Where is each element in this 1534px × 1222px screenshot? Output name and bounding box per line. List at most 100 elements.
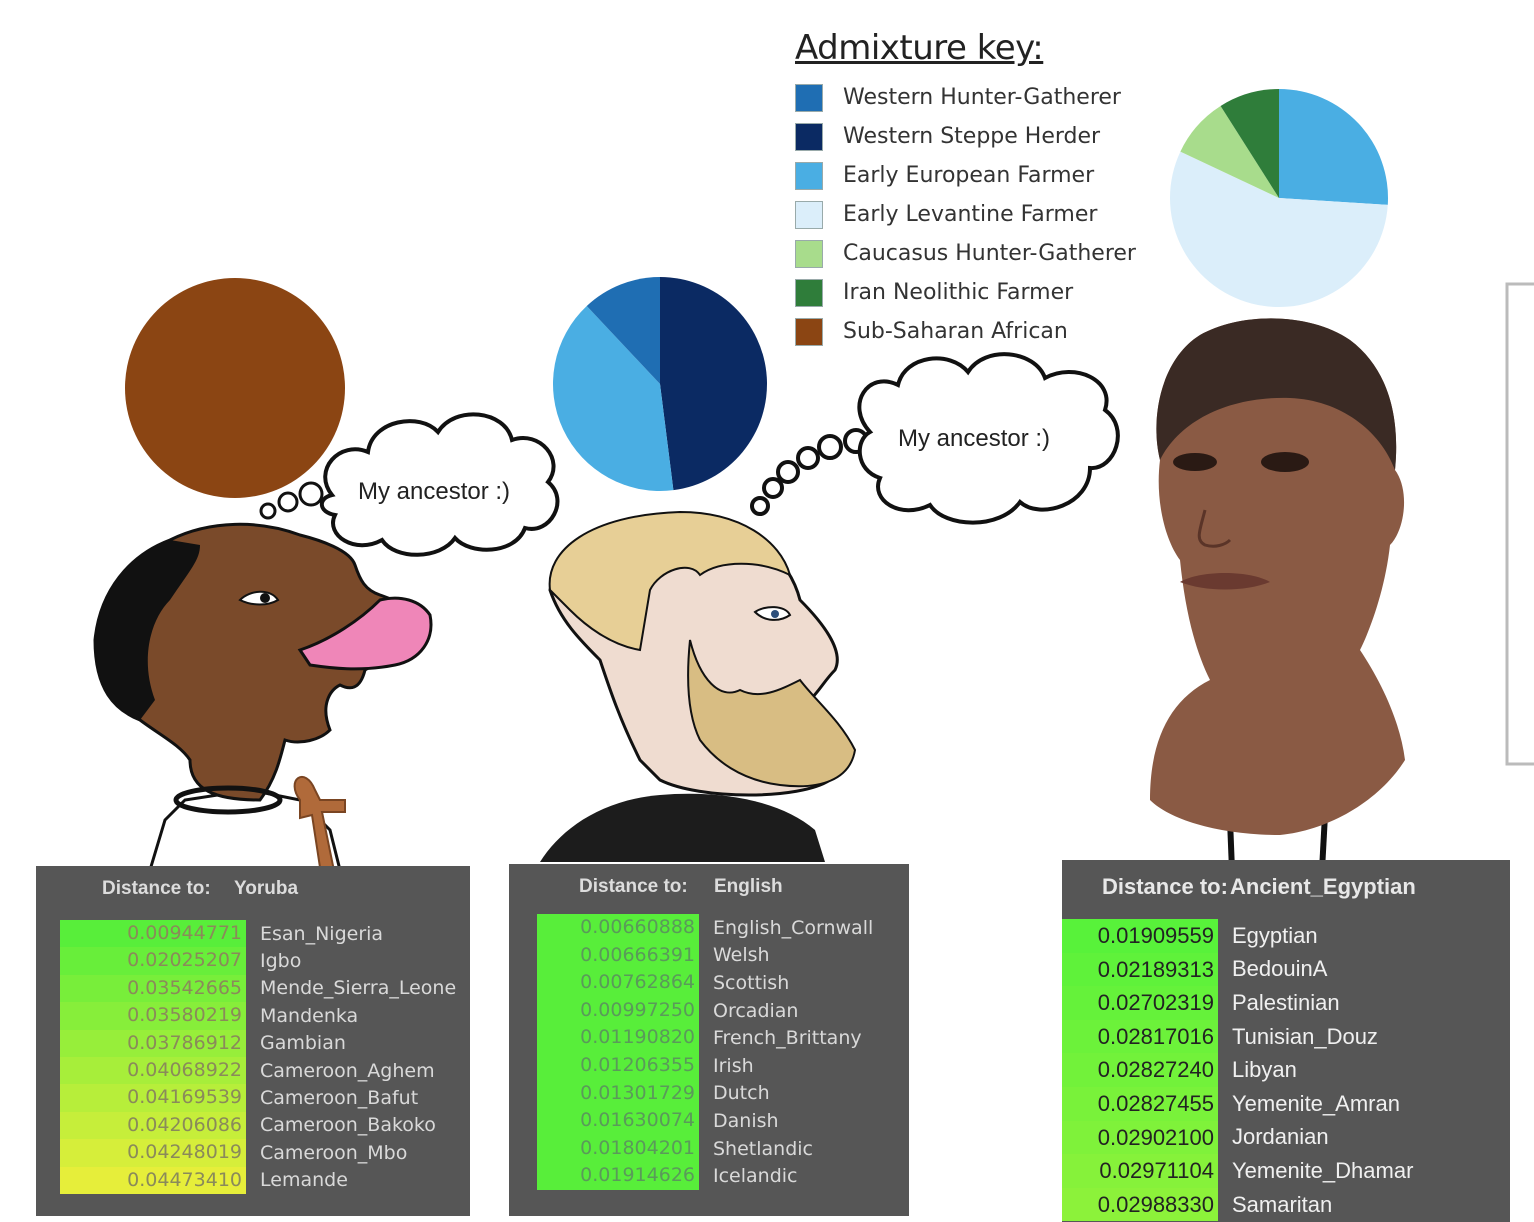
distance-value: 0.03542665 [60, 974, 246, 1003]
population-name: Cameroon_Aghem [260, 1059, 435, 1082]
distance-row: 0.01914626 Icelandic [509, 1162, 909, 1190]
admixture-key-item: Early European Farmer [795, 156, 1175, 195]
distance-value: 0.02025207 [60, 947, 246, 975]
distance-row: 0.01630074 Danish [509, 1107, 909, 1135]
distance-value: 0.00997250 [537, 996, 699, 1025]
population-name: Yemenite_Amran [1232, 1090, 1400, 1116]
panel-header-target: Yoruba [234, 878, 299, 899]
population-name: Tunisian_Douz [1232, 1023, 1378, 1049]
distance-row: 0.02025207 Igbo [36, 947, 470, 975]
admixture-key-label: Sub-Saharan African [843, 319, 1068, 344]
distance-value: 0.02189313 [1062, 952, 1218, 987]
distance-row: 0.02189313 BedouinA [1062, 952, 1510, 987]
pie-slice [1279, 89, 1388, 205]
distance-row: 0.00660888 English_Cornwall [509, 914, 909, 942]
thought-text-left: My ancestor :) [358, 478, 511, 505]
distance-value: 0.00666391 [537, 941, 699, 970]
distance-value: 0.02902100 [1062, 1120, 1218, 1155]
distance-panel-ancient-egyptian: Distance to: Ancient_Egyptian 0.01909559… [1062, 860, 1510, 1222]
distance-row: 0.02827455 Yemenite_Amran [1062, 1087, 1510, 1121]
pie-slice [125, 278, 345, 498]
admixture-key-label: Western Hunter-Gatherer [843, 85, 1121, 110]
population-name: Welsh [713, 944, 770, 967]
population-name: Cameroon_Mbo [260, 1141, 408, 1164]
distance-row: 0.03542665 Mende_Sierra_Leone [36, 974, 470, 1003]
thought-bubble-left [259, 412, 560, 557]
distance-value: 0.01804201 [537, 1134, 699, 1163]
distance-row: 0.02971104 Yemenite_Dhamar [1062, 1154, 1510, 1188]
population-name: Palestinian [1232, 989, 1340, 1015]
color-swatch [795, 122, 823, 151]
distance-value: 0.01914626 [537, 1162, 699, 1190]
distance-value: 0.01630074 [537, 1107, 699, 1135]
pie-chart-english [553, 277, 767, 491]
pie-slice [660, 277, 767, 491]
color-swatch [795, 239, 823, 268]
admixture-key-label: Early Levantine Farmer [843, 202, 1098, 227]
distance-row: 0.00762864 Scottish [509, 969, 909, 997]
population-name: Samaritan [1232, 1191, 1333, 1217]
admixture-key-label: Caucasus Hunter-Gatherer [843, 241, 1136, 266]
panel-header-label: Distance to: [102, 878, 211, 899]
distance-value: 0.04206086 [60, 1111, 246, 1140]
bust-reconstruction-photo [1150, 318, 1405, 871]
distance-value: 0.00944771 [60, 920, 246, 948]
distance-row: 0.03580219 Mandenka [36, 1002, 470, 1030]
pie-slice [1169, 151, 1388, 308]
distance-row: 0.02988330 Samaritan [1062, 1187, 1510, 1222]
population-name: Cameroon_Bafut [260, 1087, 419, 1110]
population-name: Mandenka [260, 1004, 359, 1027]
admixture-key-item: Sub-Saharan African [795, 312, 1175, 351]
distance-value: 0.04248019 [60, 1139, 246, 1167]
distance-row: 0.04473410 Lemande [36, 1166, 470, 1194]
population-name: Scottish [713, 971, 790, 994]
population-name: BedouinA [1232, 956, 1328, 982]
cartoon-character-left [93, 522, 433, 901]
admixture-key-label: Iran Neolithic Farmer [843, 280, 1074, 305]
panel-header-label: Distance to: [579, 876, 688, 897]
panel-header-target: English [714, 876, 783, 897]
pie-chart-yoruba [125, 278, 345, 498]
population-name: Irish [713, 1054, 754, 1077]
distance-value: 0.02702319 [1062, 986, 1218, 1020]
distance-row: 0.01301729 Dutch [509, 1079, 909, 1108]
color-swatch [795, 200, 823, 229]
population-name: Egyptian [1232, 922, 1318, 948]
distance-row: 0.00666391 Welsh [509, 941, 909, 970]
distance-row: 0.00997250 Orcadian [509, 996, 909, 1025]
distance-value: 0.00762864 [537, 969, 699, 997]
pie-slice [1220, 89, 1279, 198]
admixture-key-item: Early Levantine Farmer [795, 195, 1175, 234]
admixture-key-item: Iran Neolithic Farmer [795, 273, 1175, 312]
distance-value: 0.04473410 [60, 1166, 246, 1194]
pie-slice [553, 306, 674, 491]
admixture-key-label: Western Steppe Herder [843, 124, 1101, 149]
population-name: Lemande [260, 1169, 348, 1192]
population-name: Shetlandic [713, 1137, 813, 1160]
distance-value: 0.02827240 [1062, 1053, 1218, 1087]
distance-value: 0.01301729 [537, 1079, 699, 1108]
distance-row: 0.04169539 Cameroon_Bafut [36, 1084, 470, 1112]
distance-row: 0.03786912 Gambian [36, 1029, 470, 1057]
distance-row: 0.02902100 Jordanian [1062, 1120, 1510, 1155]
population-name: Dutch [713, 1082, 770, 1105]
color-swatch [795, 161, 823, 190]
population-name: Gambian [260, 1032, 346, 1055]
distance-value: 0.02988330 [1062, 1187, 1218, 1222]
distance-row: 0.02817016 Tunisian_Douz [1062, 1019, 1510, 1054]
color-swatch [795, 83, 823, 112]
distance-panel-yoruba: Distance to: Yoruba 0.00944771 Esan_Niger… [36, 866, 470, 1216]
distance-row: 0.02702319 Palestinian [1062, 986, 1510, 1020]
distance-row: 0.04248019 Cameroon_Mbo [36, 1139, 470, 1167]
distance-value: 0.01190820 [537, 1024, 699, 1052]
population-name: Esan_Nigeria [260, 922, 384, 945]
population-name: Igbo [260, 950, 302, 973]
distance-row: 0.02827240 Libyan [1062, 1053, 1510, 1087]
pie-slice [1180, 105, 1279, 198]
population-name: English_Cornwall [713, 916, 874, 939]
admixture-key-list: Western Hunter-Gatherer Western Steppe He… [795, 78, 1175, 351]
distance-row: 0.00944771 Esan_Nigeria [36, 920, 470, 948]
distance-value: 0.01206355 [537, 1052, 699, 1080]
population-name: Danish [713, 1109, 779, 1132]
